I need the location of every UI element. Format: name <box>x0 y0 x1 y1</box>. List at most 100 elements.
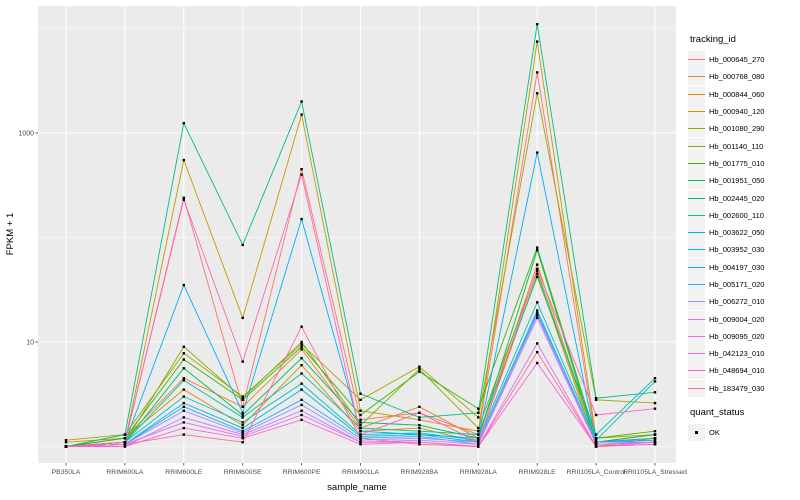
data-point <box>536 272 539 275</box>
legend-key <box>688 379 705 397</box>
data-point <box>536 40 539 43</box>
data-point <box>359 441 362 444</box>
legend-label: Hb_000844_060 <box>709 89 765 99</box>
data-point <box>241 360 244 363</box>
data-point <box>477 437 480 440</box>
legend-line-swatch <box>688 145 705 147</box>
data-point <box>300 413 303 417</box>
data-point <box>182 352 185 355</box>
data-point <box>182 367 185 370</box>
legend-label: Hb_000940_120 <box>709 107 765 117</box>
data-point <box>359 421 362 424</box>
data-point <box>594 397 598 400</box>
data-point <box>300 357 303 360</box>
data-point <box>300 173 303 176</box>
legend-entry: Hb_000940_120 <box>688 103 800 121</box>
quant-status-entry: OK <box>688 424 800 442</box>
legend-key <box>688 293 705 311</box>
data-point <box>359 424 362 427</box>
data-point <box>241 413 244 417</box>
data-point <box>359 418 362 421</box>
x-tick-label: PB350LA <box>52 469 81 476</box>
data-point <box>359 430 362 433</box>
legend-line-swatch <box>688 162 705 164</box>
data-point <box>418 443 421 446</box>
data-point <box>182 421 185 424</box>
data-point <box>536 309 539 312</box>
data-point <box>653 377 657 380</box>
legend-line-swatch <box>688 128 705 130</box>
data-point <box>536 151 539 154</box>
data-point <box>418 424 421 427</box>
data-point <box>418 405 421 408</box>
x-axis-title: sample_name <box>327 482 387 493</box>
data-point <box>241 405 244 408</box>
legend-key <box>688 120 705 138</box>
legend-label: Hb_001775_010 <box>709 158 765 168</box>
legend-label: Hb_000768_080 <box>709 72 765 82</box>
data-point <box>300 403 303 407</box>
data-point <box>418 426 421 430</box>
data-point <box>536 342 539 345</box>
data-point <box>300 388 303 391</box>
x-tick-label: RRIM600LA <box>106 469 143 476</box>
data-point <box>477 407 480 410</box>
data-point <box>653 439 657 442</box>
legend-key <box>688 68 705 86</box>
data-point <box>300 217 303 221</box>
data-point <box>653 430 657 433</box>
data-point <box>653 433 657 436</box>
data-point <box>536 269 539 272</box>
data-point <box>182 196 185 199</box>
quant-status-title: quant_status <box>690 406 745 418</box>
legend-key <box>688 137 705 155</box>
data-point <box>536 23 539 26</box>
data-point <box>182 416 185 419</box>
y-tick-label: 1000 <box>18 130 34 137</box>
legend-line-swatch <box>688 111 705 113</box>
legend-key <box>688 85 705 103</box>
data-point <box>594 445 598 448</box>
data-point <box>182 401 185 405</box>
data-point <box>359 398 362 401</box>
data-point <box>536 316 539 320</box>
legend-entry: Hb_009004_020 <box>688 310 800 328</box>
legend-label: Hb_183479_030 <box>709 383 765 393</box>
data-point <box>418 430 421 433</box>
legend-entry: Hb_000844_060 <box>688 85 800 103</box>
legend-label: Hb_001080_290 <box>709 124 765 134</box>
data-point <box>536 246 539 249</box>
data-point <box>477 433 480 436</box>
data-point <box>241 437 244 440</box>
data-point <box>477 441 480 444</box>
data-point <box>241 441 244 444</box>
legend-line-swatch <box>688 335 705 337</box>
legend-key <box>688 154 705 172</box>
data-point <box>241 424 244 427</box>
data-point <box>418 437 421 440</box>
data-point <box>182 395 185 398</box>
data-point <box>182 283 185 287</box>
data-point <box>653 401 657 405</box>
x-tick-label: RRIM901LA <box>342 469 379 476</box>
data-point <box>418 439 421 442</box>
data-point <box>594 437 598 440</box>
legend-entry: Hb_001140_110 <box>688 137 800 155</box>
legend-entry: Hb_006272_010 <box>688 293 800 311</box>
data-point <box>594 439 598 442</box>
legend-line-swatch <box>688 353 705 355</box>
data-point <box>418 431 421 435</box>
data-point <box>300 340 303 344</box>
legend-label: Hb_004197_030 <box>709 262 765 272</box>
data-point <box>300 343 303 346</box>
data-point <box>64 441 68 444</box>
data-point <box>123 441 127 444</box>
data-point <box>536 311 539 315</box>
quant-status-legend: quant_status OK <box>688 406 800 442</box>
legend-entry: Hb_005171_020 <box>688 276 800 293</box>
x-tick-label: RRII105LA_Control <box>567 469 626 476</box>
data-point <box>359 433 362 436</box>
legend-line-swatch <box>688 93 705 95</box>
point-swatch-icon <box>695 431 698 435</box>
